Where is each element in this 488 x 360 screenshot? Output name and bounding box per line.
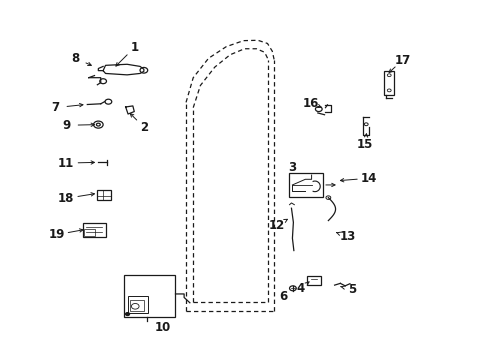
Text: 19: 19 — [48, 228, 65, 241]
Bar — [130, 300, 143, 311]
Bar — [127, 296, 147, 312]
Bar — [306, 276, 321, 285]
Text: 3: 3 — [288, 161, 296, 174]
Text: 4: 4 — [296, 282, 305, 295]
Text: 10: 10 — [155, 321, 171, 334]
Bar — [123, 275, 175, 317]
Bar — [288, 173, 323, 197]
Text: 6: 6 — [279, 290, 287, 303]
Text: 15: 15 — [356, 138, 373, 151]
Bar — [82, 223, 105, 237]
Text: 7: 7 — [51, 101, 59, 114]
Bar — [97, 189, 111, 200]
Text: 17: 17 — [394, 54, 410, 67]
Text: 8: 8 — [72, 52, 80, 65]
Bar — [84, 229, 95, 236]
Text: 11: 11 — [58, 157, 74, 170]
Text: 5: 5 — [347, 283, 356, 296]
Text: 1: 1 — [130, 41, 138, 54]
Text: 13: 13 — [339, 230, 355, 243]
Text: 16: 16 — [302, 96, 318, 109]
Text: 18: 18 — [58, 192, 74, 205]
Bar — [384, 71, 393, 95]
Text: 2: 2 — [140, 121, 148, 134]
Text: 12: 12 — [268, 219, 285, 231]
Text: 9: 9 — [62, 119, 70, 132]
Circle shape — [125, 312, 129, 315]
Text: 14: 14 — [360, 172, 377, 185]
